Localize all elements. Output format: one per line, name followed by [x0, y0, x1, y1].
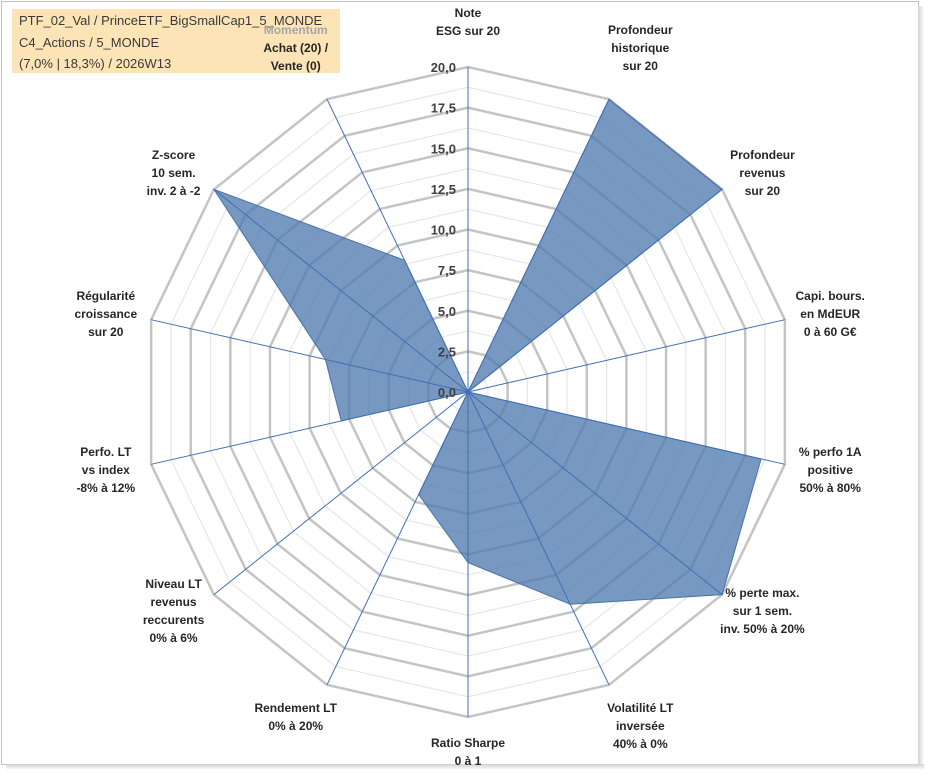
tick-label: 17,5 — [431, 101, 456, 116]
tick-label: 5,0 — [438, 304, 456, 319]
portfolio-name: PTF_02_Val / PrinceETF_BigSmallCap1_5_MO… — [19, 13, 323, 28]
axis-label-8: Rendement LT 0% à 20% — [254, 701, 337, 733]
axis-label-0: Note ESG sur 20 — [436, 6, 500, 38]
axis-label-line: Rendement LT — [254, 701, 337, 715]
axis-label-line: revenus — [739, 166, 785, 180]
axis-spoke-6 — [467, 391, 610, 686]
portfolio-period: (7,0% | 18,3%) / 2026W13 — [19, 56, 172, 71]
tick-label: 15,0 — [431, 141, 456, 156]
axis-label-line: % perfo 1A — [799, 445, 862, 459]
axis-label-line: Ratio Sharpe — [431, 736, 505, 750]
frame-shadow-right — [918, 6, 924, 766]
axis-label-9: Niveau LT revenus reccurents 0% à 6% — [143, 577, 205, 645]
axis-label-line: croissance — [74, 307, 137, 321]
tick-label: 12,5 — [431, 182, 456, 197]
axis-label-line: positive — [808, 463, 854, 477]
axis-spoke-13 — [326, 98, 469, 393]
tick-label: 7,5 — [438, 263, 456, 278]
tick-label: 2,5 — [438, 344, 456, 359]
axis-label-line: -8% à 12% — [76, 481, 135, 495]
axis-label-11: Régularité croissance sur 20 — [74, 289, 137, 339]
axis-spoke-9 — [213, 391, 469, 596]
axis-label-13: Momentum Achat (20) / Vente (0) — [263, 23, 328, 73]
radar-axis-labels: Note ESG sur 20 Profondeur historique sur 20… — [74, 6, 864, 768]
axis-label-line: Profondeur — [608, 23, 673, 37]
axis-spoke-5 — [467, 391, 723, 596]
axis-label-10: Perfo. LT vs index -8% à 12% — [76, 445, 135, 495]
axis-label-line: Perfo. LT — [80, 445, 132, 459]
axis-label-line: sur 20 — [745, 184, 781, 198]
axis-label-line: 0% à 6% — [150, 631, 198, 645]
axis-label-12: Z-score 10 sem. inv. 2 à -2 — [147, 148, 201, 198]
axis-label-line: sur 1 sem. — [733, 604, 792, 618]
axis-label-line: sur 20 — [88, 325, 124, 339]
axis-label-line: historique — [611, 41, 669, 55]
axis-label-line: revenus — [151, 595, 197, 609]
axis-label-2: Profondeur revenus sur 20 — [730, 148, 795, 198]
axis-label-line: 0% à 20% — [268, 719, 323, 733]
axis-label-line: Vente (0) — [271, 59, 321, 73]
axis-label-line: Achat (20) / — [263, 41, 328, 55]
axis-spoke-11 — [151, 319, 469, 393]
axis-label-line: Capi. bours. — [796, 289, 865, 303]
axis-label-line: inv. 2 à -2 — [147, 184, 201, 198]
axis-label-6: Volatilité LT inversée 40% à 0% — [607, 701, 674, 751]
axis-spoke-12 — [213, 188, 469, 393]
tick-label: 0,0 — [438, 385, 456, 400]
axis-spoke-4 — [467, 391, 785, 465]
axis-label-line: vs index — [82, 463, 130, 477]
axis-spoke-8 — [326, 391, 469, 686]
axis-label-line: Z-score — [152, 148, 196, 162]
axis-label-line: 0 à 60 G€ — [804, 325, 857, 339]
axis-label-line: en MdEUR — [800, 307, 860, 321]
radar-ticks: 0,0 2,5 5,0 7,5 10,0 12,5 15,0 17,5 20,0 — [431, 60, 456, 400]
axis-label-line: 10 sem. — [152, 166, 196, 180]
axis-spoke-3 — [467, 319, 785, 393]
axis-label-line: Niveau LT — [145, 577, 202, 591]
axis-label-line: Note — [455, 6, 482, 20]
axis-label-line: Régularité — [76, 289, 135, 303]
axis-label-line: reccurents — [143, 613, 205, 627]
axis-spoke-10 — [151, 391, 469, 465]
tick-label: 10,0 — [431, 223, 456, 238]
axis-label-5: % perte max. sur 1 sem. inv. 50% à 20% — [720, 586, 805, 636]
axis-spoke-1 — [467, 98, 610, 393]
portfolio-category: C4_Actions / 5_MONDE — [19, 35, 160, 50]
axis-label-4: % perfo 1A positive 50% à 80% — [799, 445, 862, 495]
axis-label-1: Profondeur historique sur 20 — [608, 23, 673, 73]
tick-label: 20,0 — [431, 60, 456, 75]
axis-label-line: Momentum — [264, 23, 328, 37]
axis-label-7: Ratio Sharpe 0 à 1 — [431, 736, 505, 768]
axis-spoke-2 — [467, 188, 723, 393]
axis-label-line: Volatilité LT — [607, 701, 674, 715]
axis-label-line: 40% à 0% — [613, 737, 668, 751]
radar-spokes — [151, 67, 785, 717]
axis-label-line: 50% à 80% — [800, 481, 862, 495]
axis-label-line: sur 20 — [623, 59, 659, 73]
axis-label-line: % perte max. — [725, 586, 799, 600]
axis-label-line: ESG sur 20 — [436, 24, 500, 38]
axis-label-line: 0 à 1 — [455, 754, 482, 768]
frame-shadow-bottom — [6, 764, 924, 770]
axis-label-3: Capi. bours. en MdEUR 0 à 60 G€ — [796, 289, 865, 339]
axis-label-line: inv. 50% à 20% — [720, 622, 805, 636]
axis-label-line: inversée — [616, 719, 665, 733]
axis-label-line: Profondeur — [730, 148, 795, 162]
portfolio-info-box: PTF_02_Val / PrinceETF_BigSmallCap1_5_MO… — [12, 9, 340, 73]
